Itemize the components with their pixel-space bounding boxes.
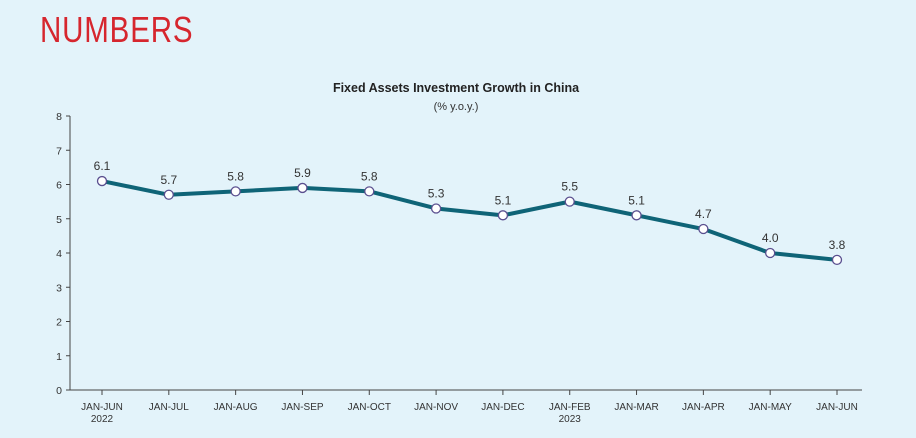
x-tick-label: JAN-APR [682,402,725,413]
data-label: 5.3 [428,186,445,200]
y-tick-label: 8 [56,111,62,123]
x-tick-label: 2023 [559,414,582,425]
x-tick-label: JAN-JUN [81,402,123,413]
y-tick-label: 3 [56,282,62,294]
data-label: 6.1 [94,159,111,173]
y-tick-label: 4 [56,248,62,260]
data-point [297,182,308,194]
series-line-path [100,179,839,262]
x-tick-label: JAN-NOV [414,402,458,413]
data-point [831,254,843,266]
data-label: 5.8 [361,169,378,183]
data-labels: 6.1 5.7 5.8 5.9 5.8 5.3 5.1 5.5 5.1 4.7 4.0 3.8 [94,159,846,252]
data-label: 3.8 [829,238,846,252]
data-point [564,196,575,207]
page-heading: NUMBERS [40,9,194,50]
x-tick-label: JAN-OCT [348,402,391,413]
x-tick-label: JAN-AUG [214,402,258,413]
x-tick-label: JAN-FEB [549,402,591,413]
x-tick-label: JAN-JUN [816,402,858,413]
data-point [96,175,108,187]
data-point [765,247,776,259]
data-point [497,210,509,221]
data-label: 5.1 [495,193,512,207]
data-point [364,186,375,197]
chart-axes [69,116,862,391]
data-point [698,223,709,235]
x-tick-label: JAN-MAY [749,402,792,413]
x-tick-label: 2022 [91,414,114,425]
data-label: 5.5 [561,180,578,194]
data-point [230,186,241,197]
y-tick-label: 6 [56,180,62,192]
data-label: 4.0 [762,231,779,245]
data-point [430,203,442,214]
y-tick-label: 7 [56,145,62,157]
data-label: 4.7 [695,207,712,221]
data-markers [96,175,843,266]
chart-title: Fixed Assets Investment Growth in China [333,81,580,95]
x-tick-label: JAN-MAR [614,402,658,413]
data-point [163,189,174,200]
data-label: 5.1 [628,193,645,207]
chart-subtitle: (% y.o.y.) [434,101,479,113]
data-label: 5.7 [160,173,177,187]
x-tick-label: JAN-JUL [149,402,189,413]
y-tick-label: 5 [56,214,62,226]
y-tick-label: 1 [56,351,62,363]
y-tick-label: 0 [56,385,62,397]
data-label: 5.9 [294,166,311,180]
y-axis-ticks: 0 1 2 3 4 5 6 7 8 [56,111,70,397]
series-line [100,179,839,262]
data-point [631,210,642,221]
y-tick-label: 2 [56,317,62,329]
x-tick-label: JAN-DEC [481,402,524,413]
data-label: 5.8 [227,169,244,183]
x-tick-label: JAN-SEP [281,402,324,413]
